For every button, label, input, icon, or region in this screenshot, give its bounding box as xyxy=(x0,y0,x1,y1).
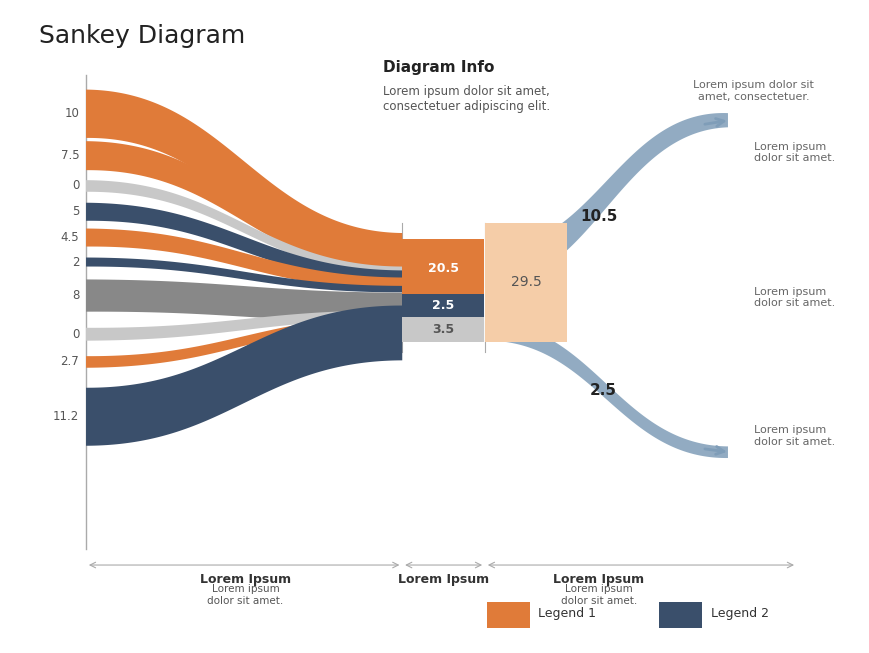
Text: 0: 0 xyxy=(71,328,79,341)
Bar xyxy=(484,223,567,342)
Bar xyxy=(401,240,483,298)
Text: Sankey Diagram: Sankey Diagram xyxy=(38,24,244,48)
Text: 2.7: 2.7 xyxy=(60,355,79,368)
Text: 8: 8 xyxy=(71,289,79,302)
Polygon shape xyxy=(86,306,401,446)
Text: 10: 10 xyxy=(64,107,79,120)
Bar xyxy=(659,602,701,628)
Polygon shape xyxy=(484,113,727,288)
Text: 3.5: 3.5 xyxy=(432,323,454,336)
Polygon shape xyxy=(86,180,401,274)
Text: 2: 2 xyxy=(71,255,79,268)
Text: 7.5: 7.5 xyxy=(61,149,79,162)
Polygon shape xyxy=(86,229,401,289)
Polygon shape xyxy=(484,321,727,458)
Text: Lorem ipsum dolor sit
amet, consectetuer.: Lorem ipsum dolor sit amet, consectetuer… xyxy=(693,80,813,102)
Text: Lorem ipsum
dolor sit amet.: Lorem ipsum dolor sit amet. xyxy=(207,584,283,606)
Text: 5: 5 xyxy=(71,205,79,218)
Polygon shape xyxy=(86,141,401,273)
Polygon shape xyxy=(86,316,401,368)
Text: Legend 2: Legend 2 xyxy=(710,607,768,620)
Text: Lorem ipsum
dolor sit amet.: Lorem ipsum dolor sit amet. xyxy=(753,287,834,308)
Polygon shape xyxy=(86,89,401,272)
Text: 10.5: 10.5 xyxy=(580,210,617,225)
Text: Lorem Ipsum: Lorem Ipsum xyxy=(200,573,290,586)
Text: 29.5: 29.5 xyxy=(510,276,541,289)
Text: Lorem ipsum
dolor sit amet.: Lorem ipsum dolor sit amet. xyxy=(753,142,834,163)
Text: Lorem ipsum
dolor sit amet.: Lorem ipsum dolor sit amet. xyxy=(560,584,636,606)
Polygon shape xyxy=(86,202,401,282)
Text: 20.5: 20.5 xyxy=(428,262,458,275)
Text: 2.5: 2.5 xyxy=(432,299,454,312)
Text: 2.5: 2.5 xyxy=(589,383,616,398)
Bar xyxy=(401,317,483,342)
Text: 4.5: 4.5 xyxy=(61,231,79,244)
Text: Lorem Ipsum: Lorem Ipsum xyxy=(553,573,644,586)
Text: Diagram Info: Diagram Info xyxy=(383,60,494,75)
Text: Lorem Ipsum: Lorem Ipsum xyxy=(398,573,488,586)
Text: 0: 0 xyxy=(71,180,79,193)
Text: Legend 1: Legend 1 xyxy=(538,607,596,620)
Polygon shape xyxy=(86,279,401,322)
Bar xyxy=(486,602,529,628)
Polygon shape xyxy=(86,310,401,341)
Bar xyxy=(401,294,483,318)
Polygon shape xyxy=(86,257,401,293)
Text: Lorem ipsum
dolor sit amet.: Lorem ipsum dolor sit amet. xyxy=(753,425,834,447)
Text: Lorem ipsum dolor sit amet,
consectetuer adipiscing elit.: Lorem ipsum dolor sit amet, consectetuer… xyxy=(383,85,550,113)
Text: 11.2: 11.2 xyxy=(53,410,79,423)
